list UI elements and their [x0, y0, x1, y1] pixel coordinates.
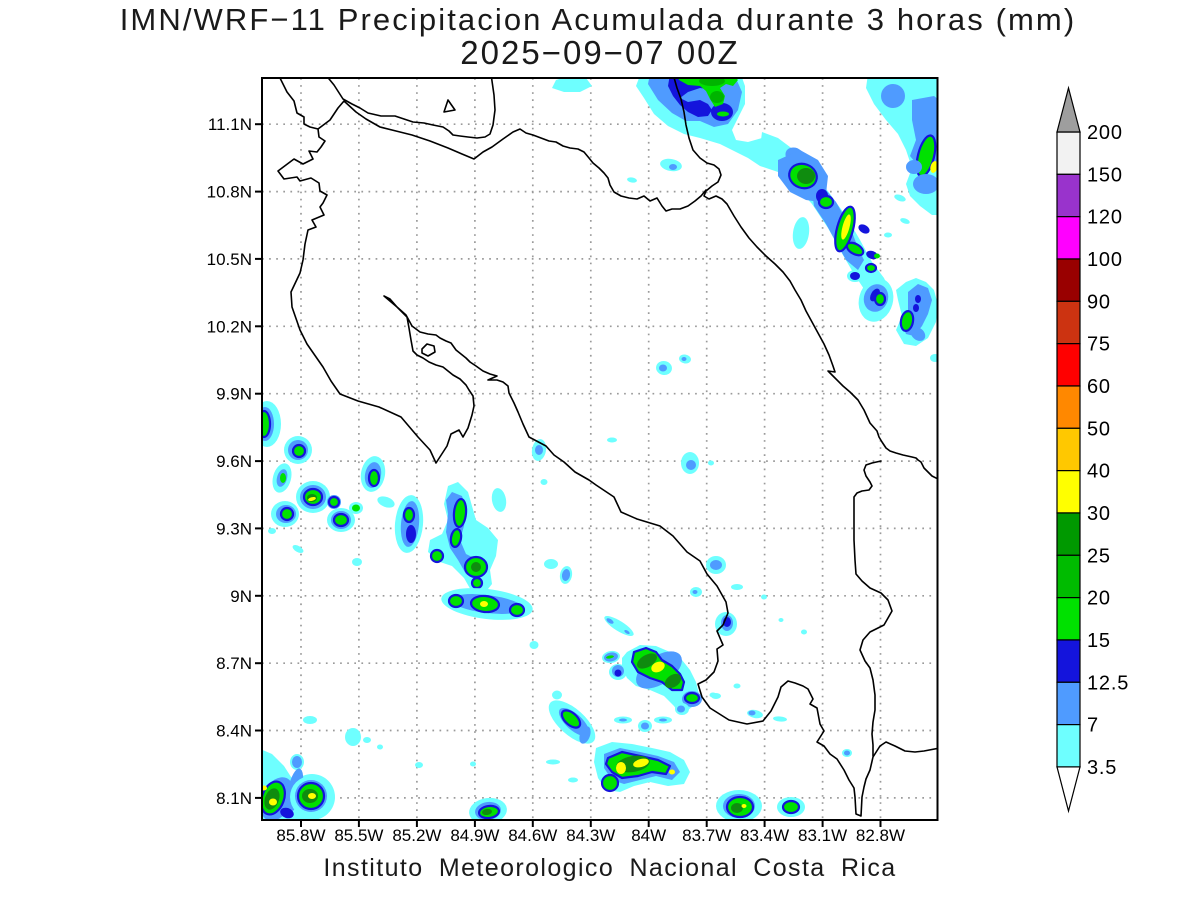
svg-text:2025−09−07 00Z: 2025−09−07 00Z — [460, 34, 739, 71]
svg-text:84.6W: 84.6W — [508, 826, 557, 845]
svg-text:84.3W: 84.3W — [566, 826, 615, 845]
svg-text:50: 50 — [1087, 418, 1111, 440]
svg-text:83.7W: 83.7W — [682, 826, 731, 845]
svg-text:100: 100 — [1087, 249, 1123, 271]
svg-text:15: 15 — [1087, 630, 1111, 652]
svg-text:20: 20 — [1087, 588, 1111, 610]
svg-text:83.1W: 83.1W — [798, 826, 847, 845]
svg-text:75: 75 — [1087, 334, 1111, 356]
svg-text:30: 30 — [1087, 503, 1111, 525]
svg-text:60: 60 — [1087, 376, 1111, 398]
svg-text:150: 150 — [1087, 164, 1123, 186]
svg-text:8.4N: 8.4N — [216, 722, 252, 741]
svg-text:9.9N: 9.9N — [216, 385, 252, 404]
svg-text:200: 200 — [1087, 122, 1123, 144]
svg-text:90: 90 — [1087, 291, 1111, 313]
svg-text:Instituto Meteorologico Nacion: Instituto Meteorologico Nacional Costa R… — [323, 854, 896, 882]
svg-text:3.5: 3.5 — [1087, 757, 1117, 779]
svg-text:84.9W: 84.9W — [450, 826, 499, 845]
svg-text:85.2W: 85.2W — [392, 826, 441, 845]
svg-text:9.6N: 9.6N — [216, 452, 252, 471]
svg-text:120: 120 — [1087, 207, 1123, 229]
svg-text:82.8W: 82.8W — [856, 826, 905, 845]
svg-text:8.7N: 8.7N — [216, 654, 252, 673]
svg-text:9.3N: 9.3N — [216, 519, 252, 538]
svg-text:25: 25 — [1087, 545, 1111, 567]
svg-text:11.1N: 11.1N — [208, 115, 252, 134]
svg-text:7: 7 — [1087, 715, 1099, 737]
svg-text:8.1N: 8.1N — [216, 789, 252, 808]
svg-text:83.4W: 83.4W — [740, 826, 789, 845]
svg-text:85.8W: 85.8W — [276, 826, 325, 845]
svg-text:10.2N: 10.2N — [207, 317, 252, 336]
svg-text:IMN/WRF−11 Precipitacion Acumu: IMN/WRF−11 Precipitacion Acumulada duran… — [120, 2, 1077, 37]
svg-text:84W: 84W — [631, 826, 666, 845]
svg-text:85.5W: 85.5W — [334, 826, 383, 845]
svg-text:9N: 9N — [230, 587, 252, 606]
svg-text:10.5N: 10.5N — [207, 250, 252, 269]
svg-text:40: 40 — [1087, 461, 1111, 483]
svg-text:10.8N: 10.8N — [207, 183, 252, 202]
svg-text:12.5: 12.5 — [1087, 672, 1129, 694]
